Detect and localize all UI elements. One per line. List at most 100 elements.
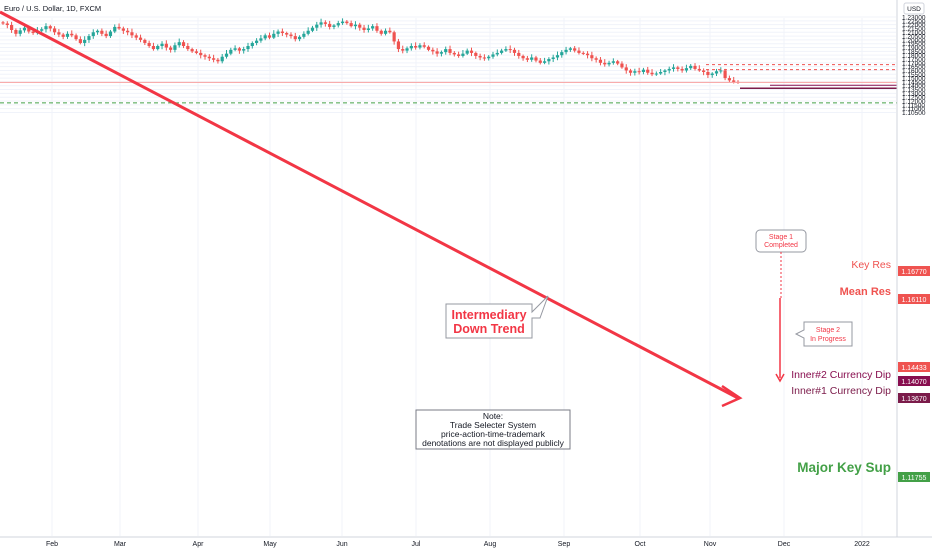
note-frame [415,409,571,450]
candle-body [422,45,426,47]
note-line2: Trade Selecter System [450,420,536,430]
note-line4: denotations are not displayed publicly [422,438,565,448]
y-tick-label: 1.21000 [902,30,926,37]
y-tick-label: 1.19000 [902,45,926,52]
candle-body [388,30,392,33]
trend-arrowhead [721,384,743,408]
candle-body [229,49,233,54]
price-tag-major-sup-text: 1.11755 [902,475,927,482]
x-tick-label: Mar [114,541,127,548]
price-tag-major-sup: 1.11755 [898,472,930,482]
y-tick-label: 1.17500 [902,57,926,64]
candle-body [297,36,302,40]
candle-body [555,55,560,58]
price-tag-last: 1.14433 [898,362,930,372]
candle-body [169,47,173,50]
candle-body [504,49,508,51]
price-axis[interactable]: 1.105001.110001.115001.120001.125001.130… [902,15,926,117]
candle-body [117,26,121,29]
candle-body [452,52,456,55]
candle-body [91,32,95,37]
inner1-label: Inner#1 Currency Dip [791,385,891,397]
candle-body [207,56,211,59]
price-tag-inner2-text: 1.14070 [901,379,926,386]
candle-body [508,49,512,51]
stage1-callout[interactable]: Stage 1 Completed [755,229,807,300]
candle-body [358,24,362,28]
candle-body [31,31,35,34]
price-tag-mean-res-bg [898,294,930,304]
price-tag-last-bg [898,362,930,372]
candle-body [100,30,104,34]
candle-body [306,30,310,34]
candle-body [542,61,547,63]
trend-callout-box [445,295,549,339]
stage1-line2: Completed [764,242,798,249]
price-tag-key-res-bg [898,266,930,276]
candle-body [663,70,667,72]
candle-body [220,56,224,62]
candle-body [478,55,482,58]
candle-body [714,71,719,74]
candle-body [323,22,327,24]
y-tick-label: 1.15000 [902,76,926,83]
candle-body [340,21,345,24]
candle-body [474,52,478,56]
currency-badge[interactable]: USD [903,2,925,15]
x-tick-label: May [263,541,277,548]
candle-body [87,36,91,40]
candle-body [160,43,164,47]
candle-body [156,46,160,50]
candle-body [702,70,706,72]
candle-body [684,68,689,71]
x-tick-label: Sep [558,541,571,548]
candle-body [409,46,413,49]
candle-body [680,68,684,71]
candle-body [48,26,52,29]
candle-body [259,38,263,41]
intermediary-down-trend[interactable] [0,10,743,408]
candle-body [224,53,229,57]
candle-body [697,68,701,71]
candle-body [414,46,418,48]
candle-body [57,32,61,35]
candle-body [194,51,199,53]
candle-body [40,29,44,31]
candle-body [272,33,276,38]
candle-body [534,57,538,61]
candle-body [233,48,237,50]
trend-line[interactable] [0,10,739,400]
candle-body [22,27,27,31]
price-tag-major-sup-bg [898,472,930,482]
stage2-callout[interactable]: Stage 2 In Progress [794,321,853,347]
candle-body [276,31,280,34]
note-line1: Note: [483,411,503,421]
candle-body [280,31,284,34]
trend-callout[interactable]: Intermediary Down Trend [445,295,549,339]
candle-body [302,33,306,37]
y-tick-label: 1.11500 [902,102,925,109]
candle-body [18,30,22,34]
candle-body [719,70,723,72]
projection-arrow [775,298,785,383]
y-tick-label: 1.20000 [902,37,926,44]
note-box[interactable]: Note: Trade Selecter System price-action… [415,409,571,450]
candle-body [44,26,48,30]
candle-body [267,35,272,38]
candle-body [491,54,495,57]
stage2-line1: Stage 2 [816,327,840,334]
candle-body [310,27,315,31]
inner2-label: Inner#2 Currency Dip [791,369,891,381]
candle-body [512,49,517,53]
price-tag-key-res: 1.16770 [898,266,930,276]
candle-body [328,23,332,27]
candle-body [469,50,474,53]
time-axis[interactable]: Feb Mar Apr May Jun Jul Aug Sep Oct Nov Dec 2022 [46,541,870,548]
candle-body [366,28,370,30]
major-key-sup-label: Major Key Sup [797,460,891,475]
candle-body [573,48,577,51]
candle-body [525,58,529,60]
candle-body [151,46,156,50]
y-tick-label: 1.11000 [902,106,925,113]
